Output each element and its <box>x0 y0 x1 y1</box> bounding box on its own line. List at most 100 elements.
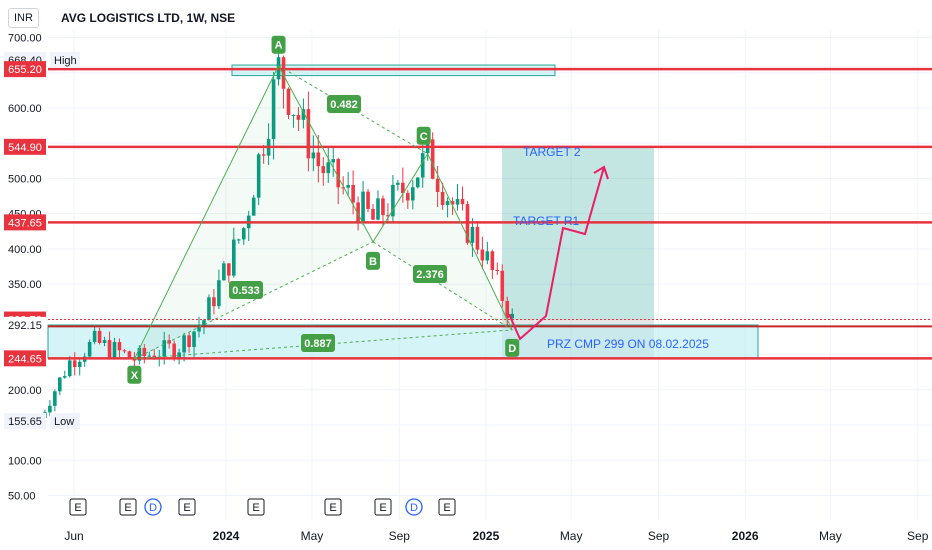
marker-text: E <box>443 502 450 514</box>
candle-body <box>336 159 341 188</box>
price-label-text: 155.65 <box>8 416 42 428</box>
price-label-text: 244.65 <box>8 353 42 365</box>
event-marker: D <box>144 498 162 516</box>
x-tick-label: May <box>301 529 324 543</box>
price-tag-text: High <box>54 55 77 67</box>
candle-body <box>450 201 455 205</box>
candle-body <box>256 154 261 198</box>
marker-text: D <box>149 502 157 514</box>
candle-body <box>301 109 306 120</box>
price-tag-text: Low <box>54 416 74 428</box>
candle-body <box>331 159 336 163</box>
candle-body <box>326 162 331 174</box>
marker-text: D <box>410 502 418 514</box>
marker-text: E <box>252 502 259 514</box>
candle-body <box>281 57 286 89</box>
candle-body <box>445 201 450 206</box>
candle-body <box>410 187 415 201</box>
price-label: 544.90 <box>4 138 46 155</box>
prz-label: PRZ CMP 299 ON 08.02.2025 <box>547 337 709 351</box>
candle-body <box>162 340 167 357</box>
earnings-marker <box>69 498 87 516</box>
leg-cd <box>427 153 513 331</box>
earnings-marker <box>247 498 265 516</box>
candle-body <box>376 198 380 220</box>
candle-body <box>440 191 445 206</box>
candle-body <box>212 297 216 307</box>
label-box <box>366 251 381 270</box>
label-text: B <box>369 256 377 268</box>
price-label-text: 292.15 <box>8 320 42 332</box>
candle-body <box>296 114 301 120</box>
price-label: 437.65 <box>4 214 46 231</box>
price-tag-bg <box>50 413 80 430</box>
x-tick-label: 2026 <box>732 529 759 543</box>
candle-body <box>500 270 505 301</box>
symbol-title: AVG LOGISTICS LTD, 1W, NSE <box>60 11 236 25</box>
candle-body <box>142 347 147 357</box>
ratio-label: 2.376 <box>413 265 447 283</box>
price-label-text: 437.65 <box>8 217 42 229</box>
candle-body <box>401 182 405 193</box>
candle-body <box>67 360 72 377</box>
marker-text: E <box>124 502 131 514</box>
y-tick-label: 100.00 <box>8 455 42 467</box>
dividend-marker <box>144 498 162 516</box>
candle-body <box>227 263 231 276</box>
ratio-label: 0.482 <box>327 95 361 113</box>
candle-body <box>475 226 480 250</box>
price-label-bg <box>4 413 46 430</box>
candle-body <box>316 152 321 167</box>
candle-body <box>286 88 291 115</box>
pattern-point-a: A <box>271 35 286 54</box>
target-2-label: TARGET 2 <box>523 145 581 159</box>
leg-xa <box>133 65 280 360</box>
label-text: 0.887 <box>304 338 332 350</box>
x-tick-label: Jun <box>64 529 83 543</box>
projection-arrow <box>508 166 605 341</box>
x-tick-label: Sep <box>907 529 929 543</box>
candle-body <box>396 182 400 185</box>
candle-body <box>202 320 206 326</box>
harmonic-pattern: X A B C D 0.482 0.533 2.376 0.887 TARGET 2 TARGET … <box>127 35 709 384</box>
label-text: X <box>131 370 139 382</box>
currency-label[interactable]: INR <box>8 8 39 28</box>
price-label-bg <box>4 350 46 367</box>
pattern-point-d: D <box>505 338 520 357</box>
pattern-point-c: C <box>416 126 431 145</box>
y-tick-label: 400.00 <box>8 244 42 256</box>
x-tick-label: 2025 <box>473 529 500 543</box>
candle-body <box>361 191 365 223</box>
event-marker: E <box>324 498 342 516</box>
event-marker: E <box>247 498 265 516</box>
y-tick-label: 600.00 <box>8 103 42 115</box>
candle-body <box>137 347 142 361</box>
candle-body <box>117 342 122 351</box>
candle-body <box>97 330 102 343</box>
candle-body <box>346 185 350 188</box>
candle-body <box>102 340 107 343</box>
candle-body <box>107 340 112 358</box>
candle-body <box>490 251 495 270</box>
label-box <box>416 126 431 145</box>
candle-body <box>495 269 500 271</box>
ratio-label: 0.887 <box>301 334 335 352</box>
candle-body <box>386 215 390 217</box>
y-tick-label: 700.00 <box>8 33 42 45</box>
price-tag-bg <box>50 51 80 68</box>
marker-text: E <box>379 502 386 514</box>
price-label-text: 668.40 <box>8 55 42 67</box>
label-text: D <box>508 343 516 355</box>
earnings-marker <box>119 498 137 516</box>
x-tick-label: May <box>560 529 583 543</box>
event-marker: E <box>178 498 196 516</box>
candle-body <box>53 391 57 406</box>
candle-body <box>485 251 490 261</box>
candle-body <box>291 114 296 116</box>
marker-text: E <box>183 502 190 514</box>
leg-bc <box>372 153 429 243</box>
candle-body <box>77 361 82 368</box>
candle-body <box>172 343 176 358</box>
